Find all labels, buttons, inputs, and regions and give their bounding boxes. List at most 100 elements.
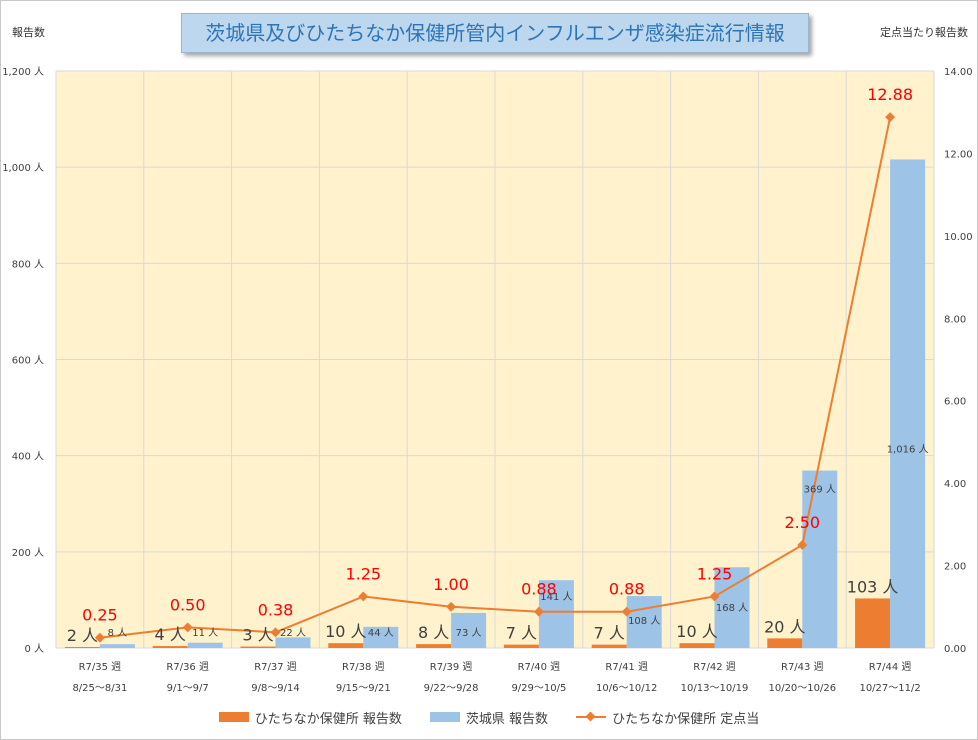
data-label-rate: 0.88 <box>609 580 645 599</box>
y-tick-label-left: 1,200 人 <box>2 66 44 78</box>
bar-ibaraki <box>626 596 662 648</box>
chart-legend: ひたちなか保健所 報告数 茨城県 報告数 ひたちなか保健所 定点当 <box>0 706 978 728</box>
y-tick-label-right: 10.00 <box>944 232 973 243</box>
data-label-hitachinaka: 8 人 <box>418 623 449 642</box>
bar-hitachinaka <box>591 644 627 648</box>
data-label-ibaraki: 44 人 <box>368 627 394 639</box>
x-tick-label-range: 10/20～10/26 <box>768 683 836 694</box>
bar-ibaraki <box>99 644 135 648</box>
bar-hitachinaka <box>152 646 188 648</box>
y-axis-right-label: 定点当たり報告数 <box>880 26 968 39</box>
x-tick-label-range: 9/22～9/28 <box>424 683 479 694</box>
bar-ibaraki <box>451 612 487 648</box>
bar-hitachinaka <box>767 638 803 648</box>
y-tick-label-right: 0.00 <box>944 644 966 655</box>
chart-title: 茨城県及びひたちなか保健所管内インフルエンザ感染症流行情報 <box>181 13 809 53</box>
legend-line-marker-icon <box>576 712 607 722</box>
bar-hitachinaka <box>328 643 364 648</box>
data-label-rate: 1.00 <box>433 575 469 594</box>
line-point-marker <box>446 601 457 612</box>
y-tick-label-right: 4.00 <box>944 479 966 490</box>
legend-label-hitachinaka: ひたちなか保健所 報告数 <box>254 711 402 727</box>
bar-ibaraki <box>187 642 223 648</box>
x-tick-label-range: 10/6～10/12 <box>596 683 657 694</box>
bar-hitachinaka <box>855 598 891 648</box>
bar-hitachinaka <box>503 644 539 648</box>
bar-ibaraki <box>363 626 399 648</box>
legend-swatch-blue <box>429 712 460 722</box>
data-label-rate: 0.25 <box>82 606 118 625</box>
x-tick-label-range: 10/27～11/2 <box>859 683 920 694</box>
data-label-hitachinaka: 103 人 <box>847 577 899 596</box>
bar-hitachinaka <box>240 646 276 648</box>
x-tick-label-range: 9/1～9/7 <box>167 683 209 694</box>
data-label-hitachinaka: 10 人 <box>325 622 366 641</box>
x-tick-label-week: R7/43 週 <box>781 661 824 673</box>
data-label-hitachinaka: 4 人 <box>155 625 186 644</box>
x-tick-label-week: R7/42 週 <box>693 661 736 673</box>
data-label-rate: 0.38 <box>258 600 294 619</box>
data-label-hitachinaka: 2 人 <box>67 626 98 645</box>
y-tick-label-left: 400 人 <box>12 451 44 463</box>
y-tick-label-right: 6.00 <box>944 397 966 408</box>
y-tick-label-left: 1,000 人 <box>2 162 44 174</box>
y-axis-left-label: 報告数 <box>12 26 45 39</box>
data-label-ibaraki: 369 人 <box>804 484 836 496</box>
y-tick-label-left: 0 人 <box>24 643 44 655</box>
x-tick-label-week: R7/36 週 <box>166 661 209 673</box>
bar-ibaraki <box>714 567 750 648</box>
x-tick-label-week: R7/39 週 <box>430 661 473 673</box>
x-tick-label-range: 9/8～9/14 <box>251 683 300 694</box>
data-label-ibaraki: 141 人 <box>540 591 572 603</box>
data-label-hitachinaka: 10 人 <box>676 622 717 641</box>
bar-ibaraki <box>275 637 311 648</box>
bar-ibaraki <box>802 470 838 648</box>
data-label-rate: 1.25 <box>697 564 733 583</box>
y-tick-label-left: 600 人 <box>12 355 44 367</box>
bar-hitachinaka <box>416 644 452 648</box>
line-point-marker <box>797 540 808 550</box>
x-tick-label-range: 8/25～8/31 <box>72 683 127 694</box>
y-tick-label-right: 14.00 <box>944 67 973 78</box>
line-point-marker <box>182 622 193 633</box>
legend-item-ibaraki: 茨城県 報告数 <box>429 708 549 727</box>
data-label-rate: 1.25 <box>345 564 381 583</box>
x-tick-label-range: 9/15～9/21 <box>336 683 391 694</box>
data-label-rate: 2.50 <box>784 513 820 532</box>
line-hitachinaka-rate <box>99 116 892 639</box>
x-tick-label-week: R7/37 週 <box>254 661 297 673</box>
x-tick-label-week: R7/44 週 <box>869 661 912 673</box>
y-tick-label-left: 200 人 <box>12 547 44 559</box>
data-label-rate: 12.88 <box>867 85 913 104</box>
y-tick-label-left: 800 人 <box>12 258 44 270</box>
legend-label-ibaraki: 茨城県 報告数 <box>465 711 549 727</box>
bar-ibaraki <box>890 159 926 648</box>
data-label-ibaraki: 108 人 <box>628 615 660 627</box>
y-tick-label-right: 8.00 <box>944 314 966 325</box>
data-label-hitachinaka: 7 人 <box>594 624 625 643</box>
line-point-marker <box>358 591 369 602</box>
line-point-marker <box>621 606 632 617</box>
legend-label-rate: ひたちなか保健所 定点当 <box>612 711 760 727</box>
legend-swatch-orange <box>218 712 249 722</box>
data-label-hitachinaka: 20 人 <box>764 617 805 636</box>
x-tick-label-week: R7/40 週 <box>518 661 561 673</box>
x-tick-label-range: 10/13～10/19 <box>681 683 749 694</box>
data-label-hitachinaka: 7 人 <box>506 624 537 643</box>
x-tick-label-range: 9/29～10/5 <box>511 683 566 694</box>
data-label-ibaraki: 1,016 人 <box>887 444 929 456</box>
x-tick-label-week: R7/38 週 <box>342 661 385 673</box>
legend-item-hitachinaka: ひたちなか保健所 報告数 <box>218 708 402 727</box>
data-label-ibaraki: 168 人 <box>716 602 748 614</box>
bar-ibaraki <box>538 580 574 648</box>
y-tick-label-right: 2.00 <box>944 562 966 573</box>
bar-hitachinaka <box>679 643 715 648</box>
line-point-marker <box>270 627 281 638</box>
bar-hitachinaka <box>64 647 100 648</box>
line-point-marker <box>885 112 896 123</box>
data-label-rate: 0.88 <box>521 580 557 599</box>
data-label-ibaraki: 22 人 <box>280 627 306 639</box>
data-label-ibaraki: 73 人 <box>456 627 482 639</box>
line-point-marker <box>533 606 544 617</box>
